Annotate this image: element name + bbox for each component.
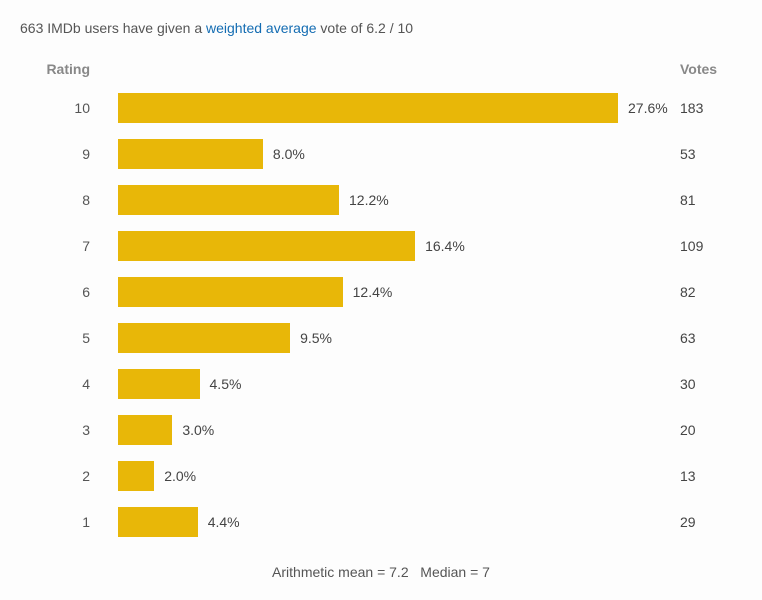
bar-track: 4.5% bbox=[118, 364, 668, 404]
rating-row: 1 4.4% 29 bbox=[20, 502, 740, 542]
rating-row: 4 4.5% 30 bbox=[20, 364, 740, 404]
votes-value: 81 bbox=[668, 192, 740, 208]
rating-label: 2 bbox=[20, 468, 118, 484]
rating-row: 10 27.6%183 bbox=[20, 88, 740, 128]
ratings-chart: Rating Votes 1027.6%18398.0%53812.2%8171… bbox=[20, 54, 740, 542]
pct-label: 9.5% bbox=[300, 330, 332, 346]
bar-track: 4.4% bbox=[118, 502, 668, 542]
bar bbox=[118, 323, 290, 353]
rating-label: 6 bbox=[20, 284, 118, 300]
rating-label: 1 bbox=[20, 514, 118, 530]
bar-track: 12.4% bbox=[118, 272, 668, 312]
bar-track: 3.0% bbox=[118, 410, 668, 450]
votes-value: 109 bbox=[668, 238, 740, 254]
rating-label: 7 bbox=[20, 238, 118, 254]
bar bbox=[118, 277, 343, 307]
pct-label: 16.4% bbox=[425, 238, 465, 254]
pct-label: 4.4% bbox=[208, 514, 240, 530]
rating-row: 9 8.0% 53 bbox=[20, 134, 740, 174]
votes-value: 30 bbox=[668, 376, 740, 392]
pct-label: 8.0% bbox=[273, 146, 305, 162]
votes-value: 13 bbox=[668, 468, 740, 484]
bar bbox=[118, 93, 618, 123]
summary-prefix: 663 IMDb users have given a bbox=[20, 20, 206, 36]
pct-label: 12.2% bbox=[349, 192, 389, 208]
rating-label: 10 bbox=[20, 100, 118, 116]
votes-value: 183 bbox=[668, 100, 740, 116]
rating-row: 8 12.2% 81 bbox=[20, 180, 740, 220]
rating-label: 5 bbox=[20, 330, 118, 346]
median: Median = 7 bbox=[420, 564, 490, 580]
summary-suffix: vote of 6.2 / 10 bbox=[317, 20, 414, 36]
rating-row: 5 9.5% 63 bbox=[20, 318, 740, 358]
pct-label: 3.0% bbox=[182, 422, 214, 438]
rating-header: Rating bbox=[20, 61, 118, 77]
bar-track: 8.0% bbox=[118, 134, 668, 174]
rating-row: 2 2.0% 13 bbox=[20, 456, 740, 496]
rating-row: 6 12.4% 82 bbox=[20, 272, 740, 312]
votes-value: 20 bbox=[668, 422, 740, 438]
pct-label: 4.5% bbox=[210, 376, 242, 392]
bar-track: 9.5% bbox=[118, 318, 668, 358]
chart-header-row: Rating Votes bbox=[20, 54, 740, 84]
bar-track: 12.2% bbox=[118, 180, 668, 220]
bar bbox=[118, 369, 200, 399]
bar bbox=[118, 139, 263, 169]
bar-track: 16.4% bbox=[118, 226, 668, 266]
rating-label: 4 bbox=[20, 376, 118, 392]
votes-value: 63 bbox=[668, 330, 740, 346]
rating-label: 3 bbox=[20, 422, 118, 438]
bar bbox=[118, 507, 198, 537]
bar-header-spacer bbox=[118, 54, 668, 84]
summary-line: 663 IMDb users have given a weighted ave… bbox=[20, 20, 742, 36]
bar bbox=[118, 461, 154, 491]
bar-track: 27.6% bbox=[118, 88, 668, 128]
votes-value: 82 bbox=[668, 284, 740, 300]
bar bbox=[118, 415, 172, 445]
rating-label: 9 bbox=[20, 146, 118, 162]
rating-row: 7 16.4% 109 bbox=[20, 226, 740, 266]
votes-value: 53 bbox=[668, 146, 740, 162]
rating-row: 3 3.0% 20 bbox=[20, 410, 740, 450]
bar-track: 2.0% bbox=[118, 456, 668, 496]
bar bbox=[118, 185, 339, 215]
votes-header: Votes bbox=[668, 61, 740, 77]
rating-label: 8 bbox=[20, 192, 118, 208]
footer-stats: Arithmetic mean = 7.2 Median = 7 bbox=[20, 564, 742, 580]
arithmetic-mean: Arithmetic mean = 7.2 bbox=[272, 564, 409, 580]
weighted-average-link[interactable]: weighted average bbox=[206, 20, 317, 36]
votes-value: 29 bbox=[668, 514, 740, 530]
bar bbox=[118, 231, 415, 261]
pct-label: 27.6% bbox=[628, 100, 668, 116]
pct-label: 2.0% bbox=[164, 468, 196, 484]
pct-label: 12.4% bbox=[353, 284, 393, 300]
